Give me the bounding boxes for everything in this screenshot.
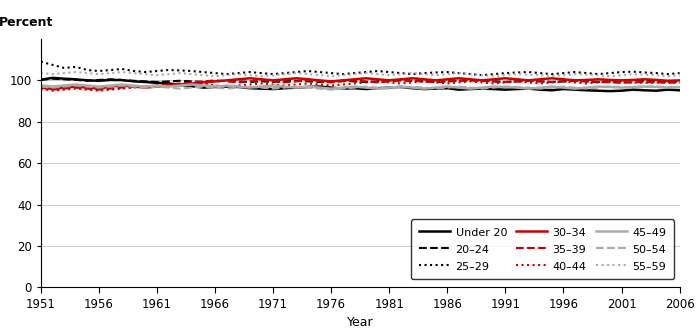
Legend: Under 20, 20–24, 25–29, 30–34, 35–39, 40–44, 45–49, 50–54, 55–59: Under 20, 20–24, 25–29, 30–34, 35–39, 40… <box>411 219 674 279</box>
X-axis label: Year: Year <box>347 317 374 329</box>
Text: Percent: Percent <box>0 16 54 29</box>
